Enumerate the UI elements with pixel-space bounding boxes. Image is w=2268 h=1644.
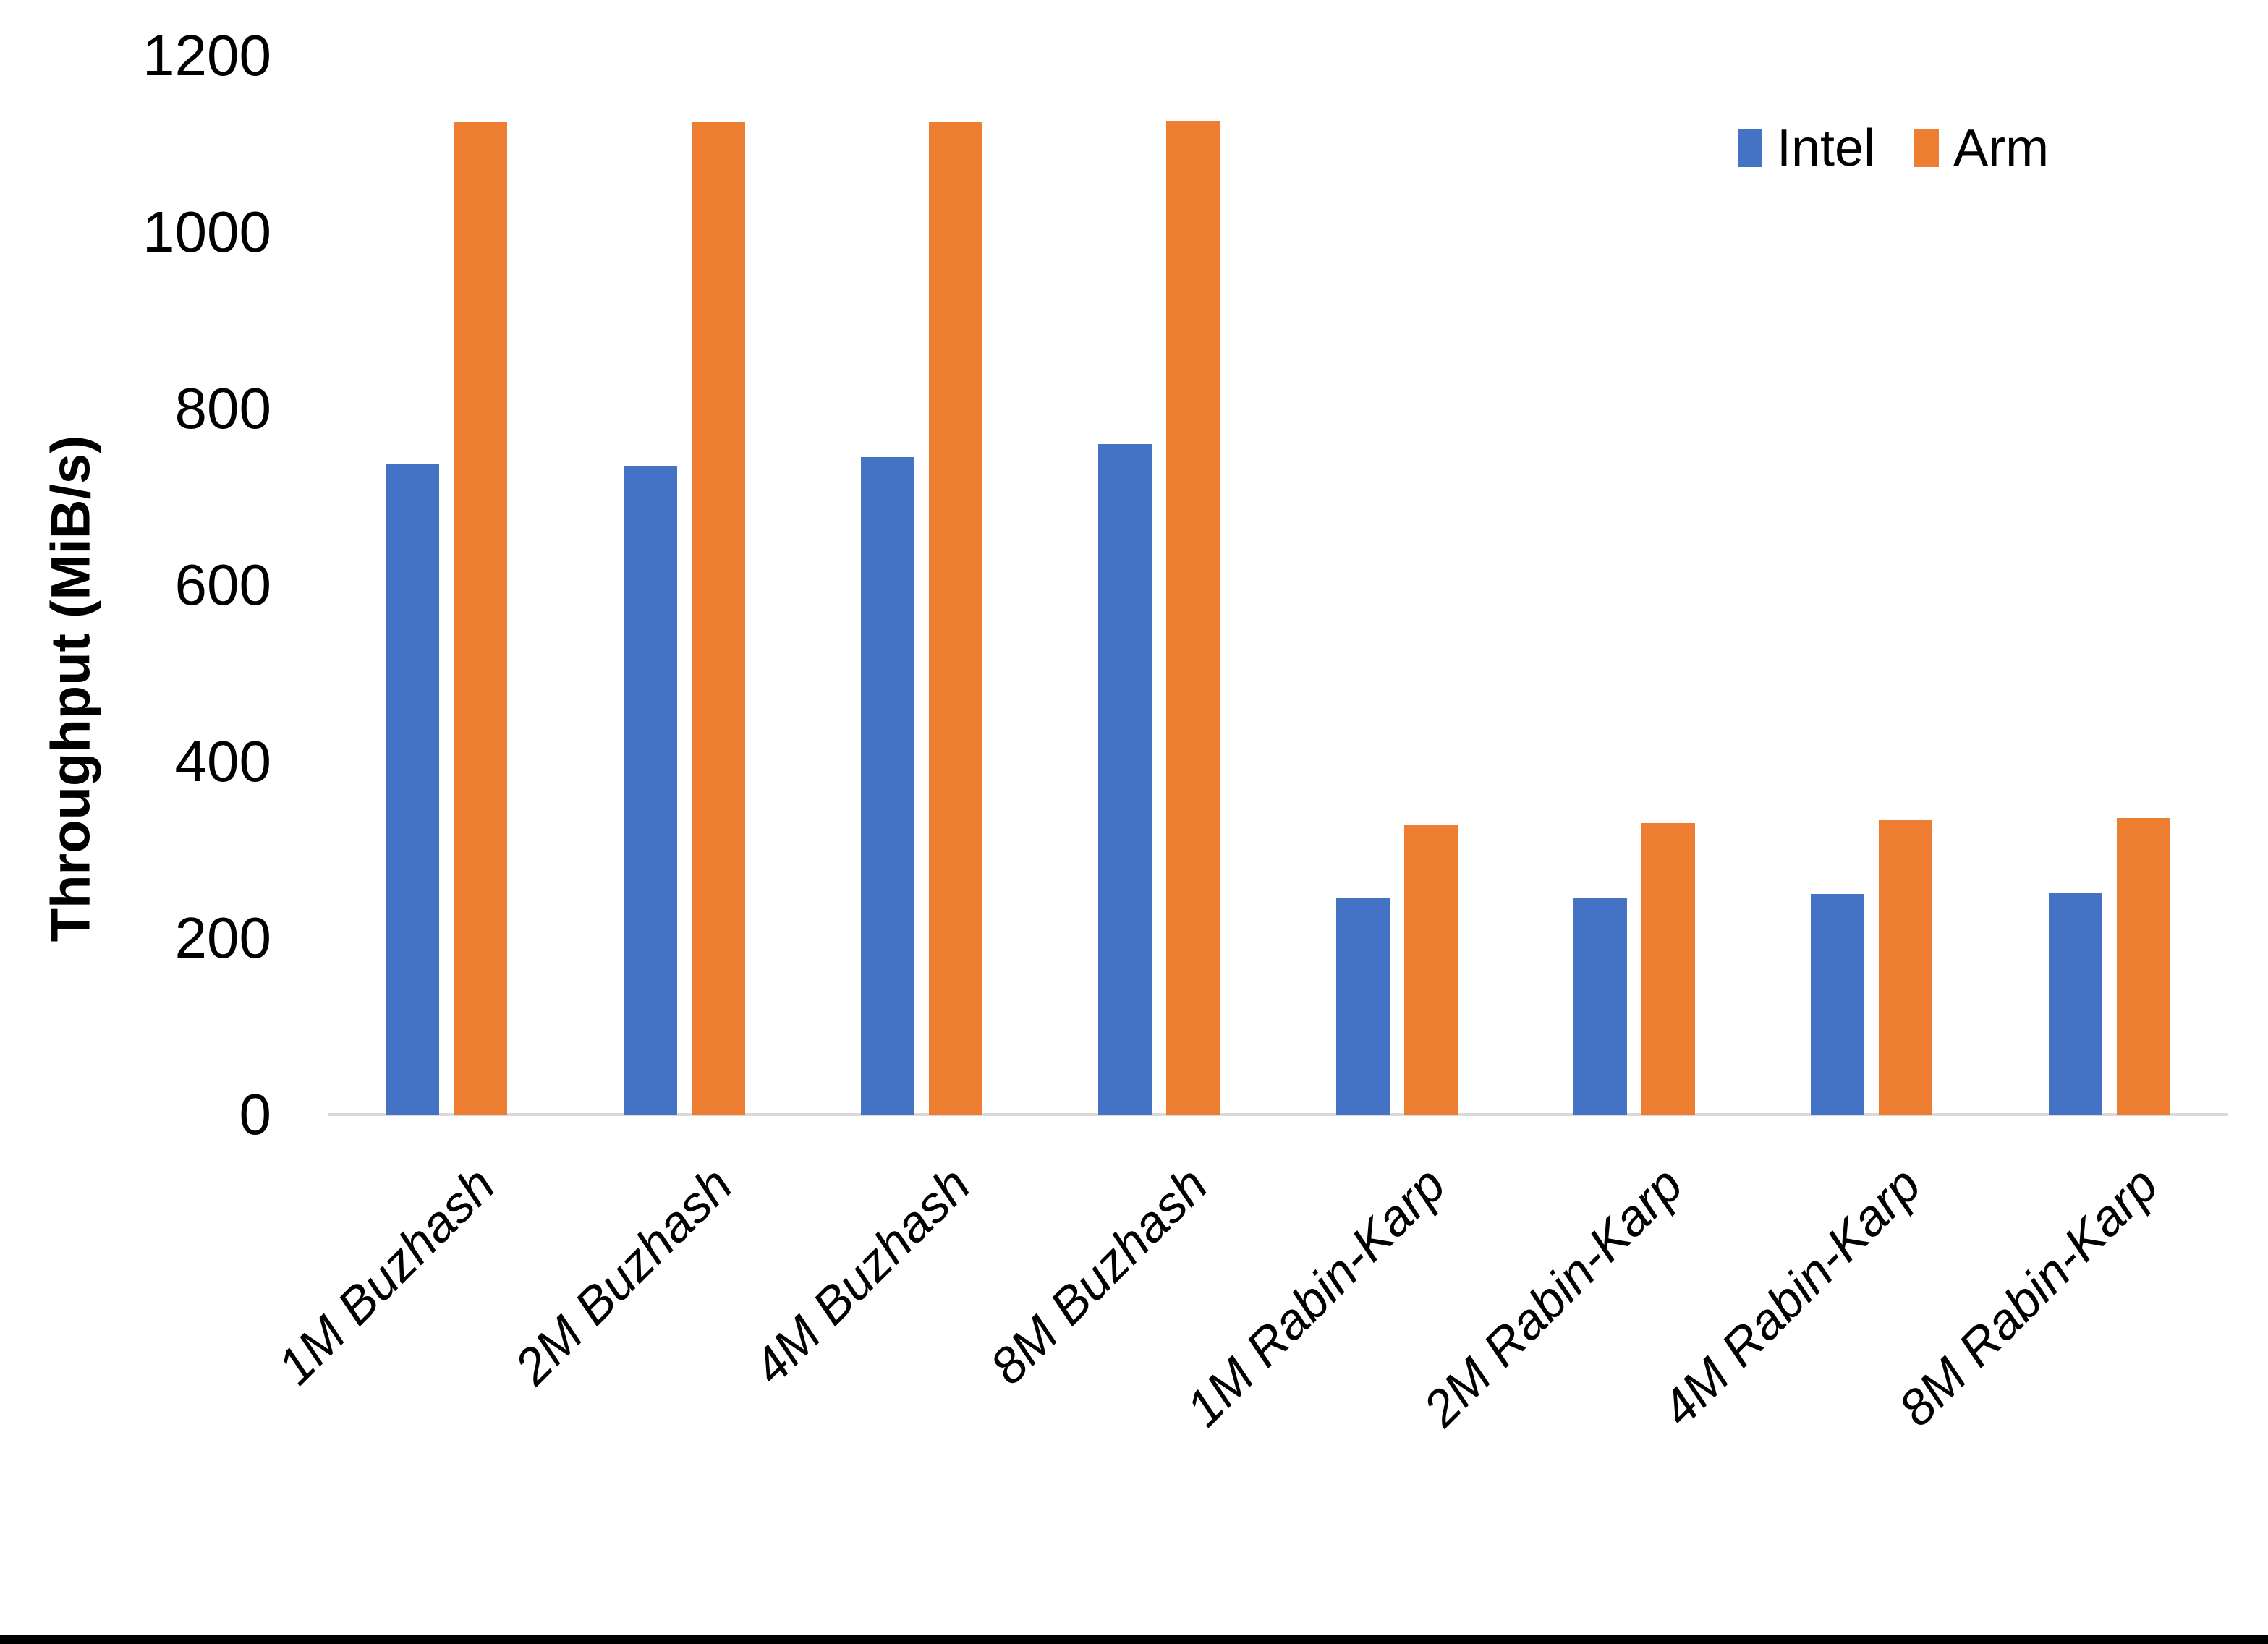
bar-intel-2m-buzhash [623, 466, 677, 1115]
bar-intel-1m-rabin-karp [1335, 897, 1390, 1115]
x-category-label: 2M Buzhash [504, 1156, 744, 1395]
y-tick-label: 600 [174, 553, 271, 617]
x-category-label: 1M Rabin-Karp [1175, 1156, 1456, 1437]
bar-intel-1m-buzhash [386, 464, 440, 1115]
x-category-label: 8M Buzhash [979, 1156, 1219, 1395]
y-tick-label: 1200 [143, 23, 271, 88]
bar-arm-2m-rabin-karp [1641, 823, 1696, 1115]
x-category-label: 8M Rabin-Karp [1887, 1156, 2169, 1437]
legend-label-arm: Arm [1953, 119, 2050, 177]
y-axis-title: Throughput (MiB/s) [40, 435, 102, 942]
x-category-label: 4M Buzhash [742, 1156, 981, 1395]
legend-item-arm: Arm [1914, 119, 2049, 178]
x-category-label: 4M Rabin-Karp [1650, 1156, 1932, 1437]
y-tick-label: 0 [239, 1082, 272, 1146]
legend-swatch-intel [1738, 129, 1762, 167]
y-tick-label: 200 [174, 906, 271, 970]
bar-intel-4m-buzhash [860, 457, 914, 1115]
legend-item-intel: Intel [1738, 119, 1875, 178]
bar-arm-4m-rabin-karp [1879, 819, 1933, 1115]
bar-arm-2m-buzhash [691, 122, 745, 1115]
x-axis-line [328, 1113, 2228, 1116]
legend: Intel Arm [1738, 119, 2049, 178]
bar-arm-1m-rabin-karp [1403, 825, 1458, 1115]
legend-swatch-arm [1914, 129, 1940, 167]
bar-arm-8m-rabin-karp [2116, 818, 2170, 1115]
legend-label-intel: Intel [1777, 119, 1876, 177]
x-category-label: 1M Buzhash [266, 1156, 506, 1395]
bottom-border [0, 1635, 2268, 1644]
y-tick-label: 400 [174, 729, 271, 793]
y-tick-label: 800 [174, 376, 271, 440]
bar-intel-8m-buzhash [1098, 443, 1152, 1115]
bar-arm-8m-buzhash [1166, 121, 1220, 1115]
y-tick-label: 1000 [143, 200, 271, 264]
x-category-label: 2M Rabin-Karp [1412, 1156, 1694, 1437]
bar-intel-4m-rabin-karp [1811, 894, 1865, 1115]
bar-arm-4m-buzhash [928, 122, 982, 1115]
bar-intel-2m-rabin-karp [1573, 897, 1628, 1115]
bar-arm-1m-buzhash [454, 122, 508, 1115]
bar-intel-8m-rabin-karp [2048, 893, 2102, 1115]
